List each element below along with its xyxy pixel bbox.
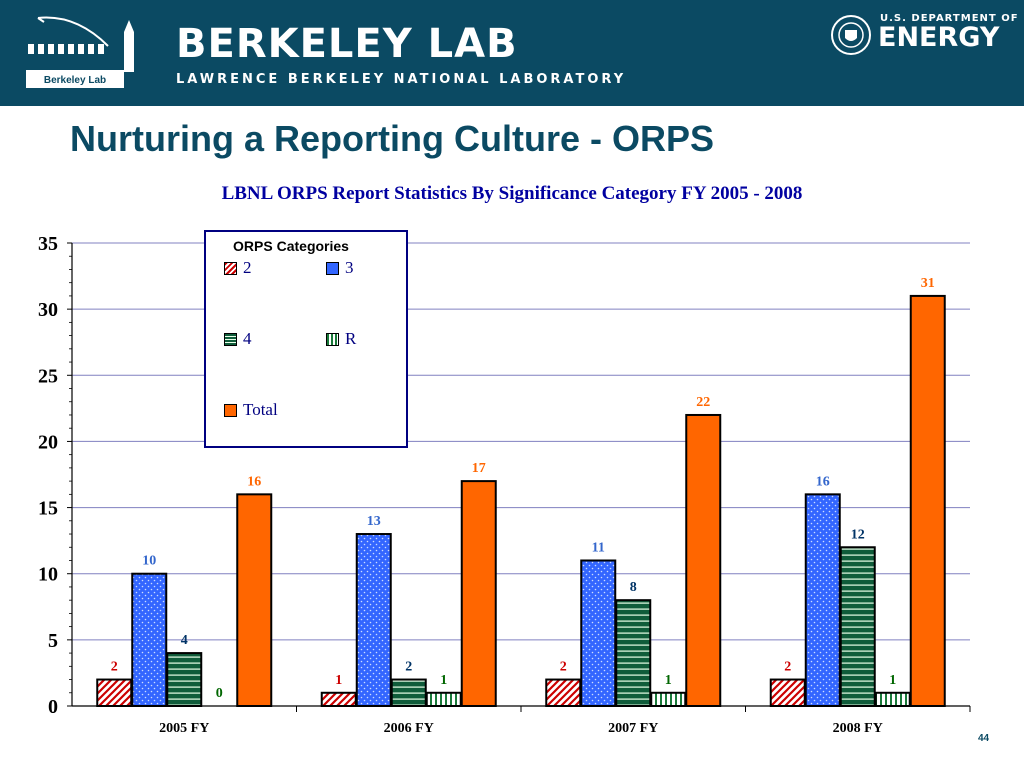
bar-series-total: [460, 480, 497, 707]
legend-item-r: R: [326, 329, 356, 349]
y-tick-label: 0: [48, 696, 58, 718]
data-label: 1: [889, 673, 896, 688]
data-label: 11: [592, 540, 605, 555]
lab-subtitle: LAWRENCE BERKELEY NATIONAL LABORATORY: [176, 72, 627, 87]
legend-swatch: [224, 403, 237, 417]
bar-series-4: [390, 678, 427, 707]
bar-series-total: [236, 493, 273, 708]
chart-legend: ORPS Categories 2 3 4 R Total: [204, 230, 408, 448]
page-number: 44: [978, 733, 990, 744]
y-tick-label: 30: [38, 299, 58, 321]
data-label: 16: [247, 474, 261, 489]
bar-series-r: [425, 691, 462, 707]
x-category-label: 2005 FY: [159, 721, 209, 736]
data-label: 10: [142, 554, 156, 569]
legend-item-3: 3: [326, 258, 354, 278]
chart-bars: [96, 294, 946, 708]
y-tick-label: 20: [38, 431, 58, 453]
data-label: 13: [367, 514, 381, 529]
data-label: 0: [216, 686, 223, 701]
legend-label: 4: [243, 329, 252, 348]
bar-series-3: [355, 533, 392, 707]
bar-series-3: [804, 493, 841, 708]
header-banner: Berkeley Lab BERKELEY LAB LAWRENCE BERKE…: [0, 0, 1024, 106]
data-label: 16: [816, 474, 830, 489]
legend-swatch: [224, 332, 237, 346]
data-label: 1: [665, 673, 672, 688]
legend-label: Total: [243, 400, 278, 419]
legend-label: R: [345, 329, 357, 348]
bar-series-2: [96, 678, 133, 707]
bar-series-total: [685, 413, 722, 707]
x-category-label: 2007 FY: [608, 721, 658, 736]
lab-name: BERKELEY LAB: [176, 21, 518, 67]
bar-series-r: [874, 691, 911, 707]
legend-item-2: 2: [224, 258, 252, 278]
bar-series-r: [650, 691, 687, 707]
data-label: 1: [440, 673, 447, 688]
berkeley-lab-logo: Berkeley Lab: [24, 12, 152, 92]
data-label: 4: [181, 633, 188, 648]
data-label: 2: [405, 660, 412, 675]
bar-series-3: [580, 559, 617, 707]
doe-energy-label: ENERGY: [878, 22, 1000, 53]
y-tick-label: 35: [38, 233, 58, 255]
bar-series-2: [769, 678, 806, 707]
data-label: 2: [784, 660, 791, 675]
data-label: 31: [921, 276, 935, 291]
data-label: 1: [335, 673, 342, 688]
data-label: 2: [111, 660, 118, 675]
bar-series-2: [320, 691, 357, 707]
y-tick-label: 15: [38, 498, 58, 520]
bar-series-3: [131, 572, 168, 708]
bar-series-4: [166, 652, 203, 707]
data-label: 12: [851, 527, 865, 542]
x-category-label: 2008 FY: [833, 721, 883, 736]
bar-series-total: [909, 294, 946, 707]
data-label: 2: [560, 660, 567, 675]
x-category-label: 2006 FY: [384, 721, 434, 736]
data-label: 17: [472, 461, 486, 476]
doe-seal-icon: [830, 14, 872, 56]
legend-label: 3: [345, 258, 354, 277]
bar-series-4: [839, 546, 876, 707]
slide-title: Nurturing a Reporting Culture - ORPS: [70, 118, 714, 159]
y-tick-label: 5: [48, 630, 58, 652]
y-tick-label: 25: [38, 365, 58, 387]
doe-department-label: U.S. DEPARTMENT OF: [880, 13, 1019, 24]
legend-item-total: Total: [224, 400, 278, 420]
data-label: 22: [696, 395, 710, 410]
svg-text:Berkeley Lab: Berkeley Lab: [44, 75, 106, 86]
bar-series-4: [615, 599, 652, 708]
legend-item-4: 4: [224, 329, 252, 349]
legend-swatch: [326, 332, 339, 346]
legend-label: 2: [243, 258, 252, 277]
legend-swatch: [326, 261, 339, 275]
chart-title: LBNL ORPS Report Statistics By Significa…: [221, 183, 803, 204]
legend-title: ORPS Categories: [233, 238, 349, 254]
data-label: 8: [630, 580, 637, 595]
y-tick-label: 10: [38, 564, 58, 586]
bar-series-2: [545, 678, 582, 707]
legend-swatch: [224, 261, 237, 275]
